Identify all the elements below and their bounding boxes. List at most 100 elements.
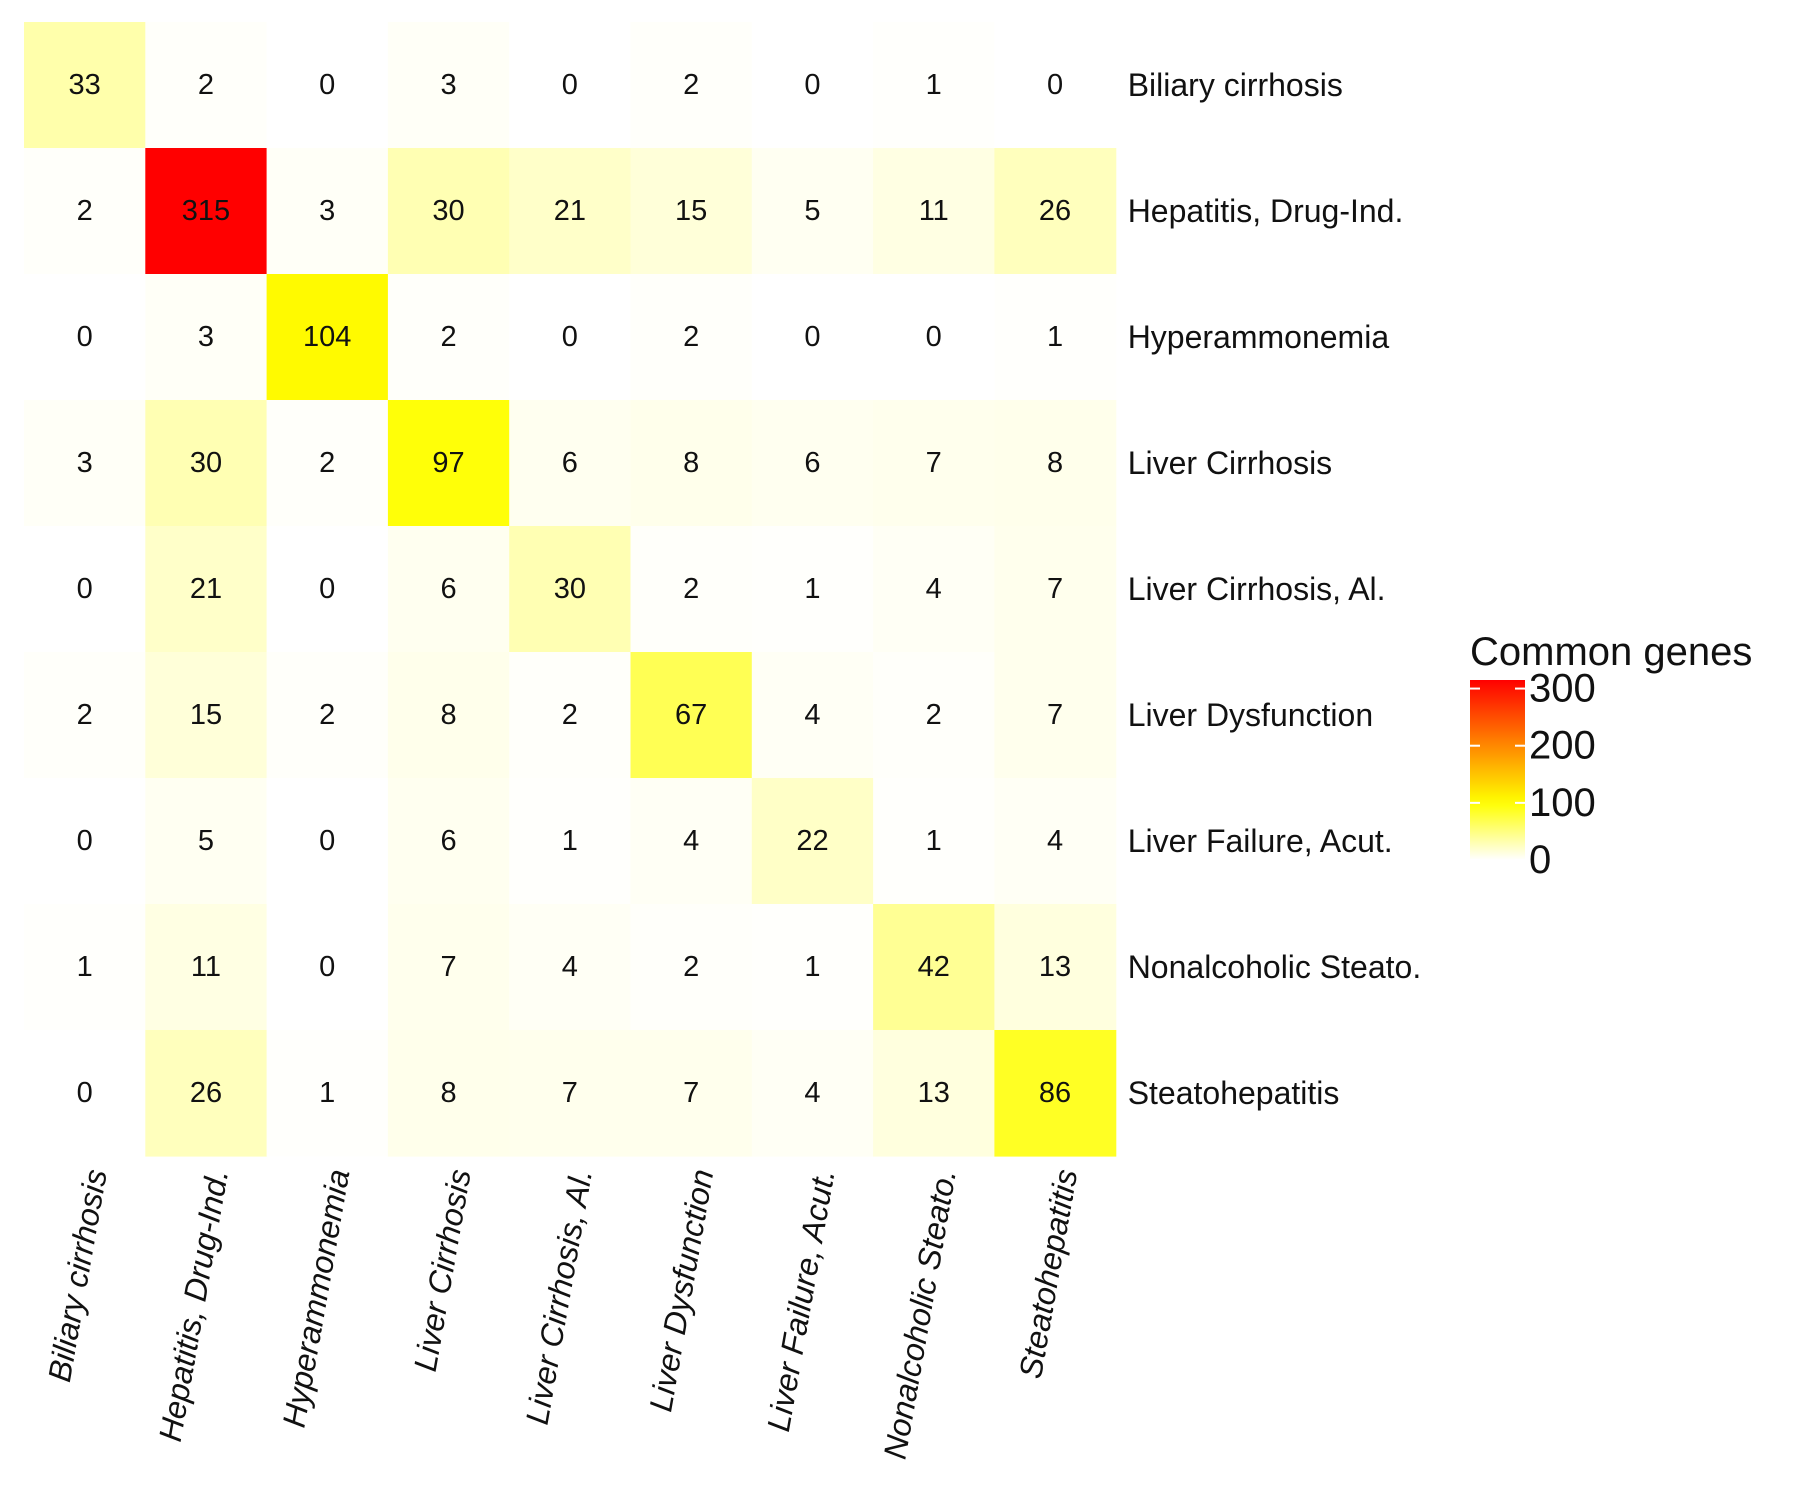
heatmap-cell (994, 778, 1117, 905)
legend-tick-label: 100 (1529, 781, 1596, 825)
heatmap-cell (630, 652, 753, 779)
heatmap-cell (751, 148, 874, 275)
cell-value-label: 7 (926, 447, 942, 479)
heatmap-cell (994, 274, 1117, 401)
heatmap-cell (24, 274, 146, 401)
row-label: Liver Dysfunction (1128, 697, 1373, 733)
cell-value-label: 0 (77, 573, 93, 605)
heatmap-cell (266, 400, 389, 527)
heatmap-cell (266, 22, 389, 149)
heatmap-cell (873, 526, 995, 653)
cell-value-label: 0 (319, 573, 335, 605)
cell-value-label: 7 (1047, 699, 1063, 731)
cell-value-label: 5 (198, 825, 214, 857)
cell-value-label: 33 (69, 69, 101, 101)
cell-value-label: 7 (1047, 573, 1063, 605)
cell-value-label: 7 (683, 1077, 699, 1109)
heatmap-cell (24, 1030, 146, 1157)
heatmap-cell (873, 400, 995, 527)
row-label: Biliary cirrhosis (1128, 67, 1343, 103)
heatmap-cell (387, 148, 510, 275)
heatmap-cell (994, 526, 1117, 653)
heatmap-cell (145, 526, 268, 653)
heatmap-cell (873, 274, 995, 401)
cell-value-label: 7 (440, 951, 456, 983)
cell-value-label: 0 (77, 825, 93, 857)
cell-value-label: 30 (554, 573, 586, 605)
cell-value-label: 6 (562, 447, 578, 479)
heatmap-cell (266, 526, 389, 653)
heatmap-cell (145, 904, 268, 1031)
cell-value-label: 1 (926, 69, 942, 101)
cell-value-label: 0 (77, 1077, 93, 1109)
heatmap-cell (266, 652, 389, 779)
cell-value-label: 0 (77, 321, 93, 353)
heatmap-cell (145, 778, 268, 905)
heatmap-cell (387, 22, 510, 149)
cell-value-label: 0 (804, 321, 820, 353)
row-label: Hepatitis, Drug-Ind. (1128, 193, 1404, 229)
heatmap-cell (751, 526, 874, 653)
cell-value-label: 3 (77, 447, 93, 479)
heatmap-cell (266, 778, 389, 905)
row-label: Liver Failure, Acut. (1128, 823, 1393, 859)
cell-value-label: 1 (562, 825, 578, 857)
cell-value-label: 0 (319, 951, 335, 983)
heatmap-cell (751, 1030, 874, 1157)
column-label: Biliary cirrhosis (41, 1166, 114, 1384)
cell-value-label: 8 (440, 1077, 456, 1109)
heatmap-cell (751, 274, 874, 401)
cell-value-label: 86 (1039, 1077, 1071, 1109)
cell-value-label: 2 (683, 951, 699, 983)
cell-value-label: 13 (918, 1077, 950, 1109)
heatmap-cell (873, 148, 995, 275)
heatmap-cell (994, 652, 1117, 779)
legend-title: Common genes (1470, 630, 1752, 674)
cell-value-label: 4 (804, 1077, 820, 1109)
cell-value-label: 2 (562, 699, 578, 731)
heatmap-cell (994, 148, 1117, 275)
legend-tick-label: 0 (1529, 838, 1551, 882)
cell-value-label: 4 (562, 951, 578, 983)
cell-value-label: 8 (440, 699, 456, 731)
heatmap-cell (266, 274, 389, 401)
heatmap-cell (994, 904, 1117, 1031)
cell-value-label: 6 (440, 573, 456, 605)
cell-value-label: 2 (319, 447, 335, 479)
cell-value-label: 42 (918, 951, 950, 983)
cell-value-label: 6 (804, 447, 820, 479)
cell-value-label: 0 (926, 321, 942, 353)
cell-value-label: 0 (1047, 69, 1063, 101)
heatmap-cell (751, 904, 874, 1031)
column-label: Liver Cirrhosis, Al. (519, 1166, 599, 1427)
heatmap-cell (387, 1030, 510, 1157)
cell-value-label: 1 (1047, 321, 1063, 353)
heatmap-cell (145, 1030, 268, 1157)
heatmap-cell (630, 526, 753, 653)
heatmap-cell (873, 652, 995, 779)
cell-value-label: 11 (191, 951, 221, 983)
heatmap-cell (24, 148, 146, 275)
cell-value-label: 11 (919, 195, 949, 227)
heatmap-cell (751, 22, 874, 149)
heatmap-cell (630, 1030, 753, 1157)
heatmap-cell (509, 778, 632, 905)
heatmap-cell (24, 400, 146, 527)
cell-value-label: 26 (1039, 195, 1071, 227)
heatmap-cell (24, 652, 146, 779)
column-label: Liver Dysfunction (642, 1166, 720, 1414)
cell-value-label: 1 (804, 573, 820, 605)
cell-value-label: 6 (440, 825, 456, 857)
cell-value-label: 2 (77, 699, 93, 731)
cell-value-label: 30 (190, 447, 222, 479)
heatmap-cell (387, 526, 510, 653)
cell-value-label: 0 (319, 825, 335, 857)
heatmap-cell (266, 904, 389, 1031)
heatmap-cells: 33 2 0 3 0 2 0 1 02 315 3 30 21 15 5 11 260 3 104 2 0 2 0 0 13 30… (24, 22, 1117, 1157)
heatmap-cell (751, 400, 874, 527)
cell-value-label: 2 (319, 699, 335, 731)
heatmap-cell (145, 22, 268, 149)
cell-value-label: 0 (319, 69, 335, 101)
